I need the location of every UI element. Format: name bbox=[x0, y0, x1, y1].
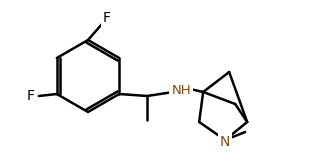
Text: NH: NH bbox=[171, 83, 191, 97]
Text: N: N bbox=[220, 135, 231, 149]
Text: F: F bbox=[27, 89, 35, 103]
Text: F: F bbox=[103, 11, 111, 25]
